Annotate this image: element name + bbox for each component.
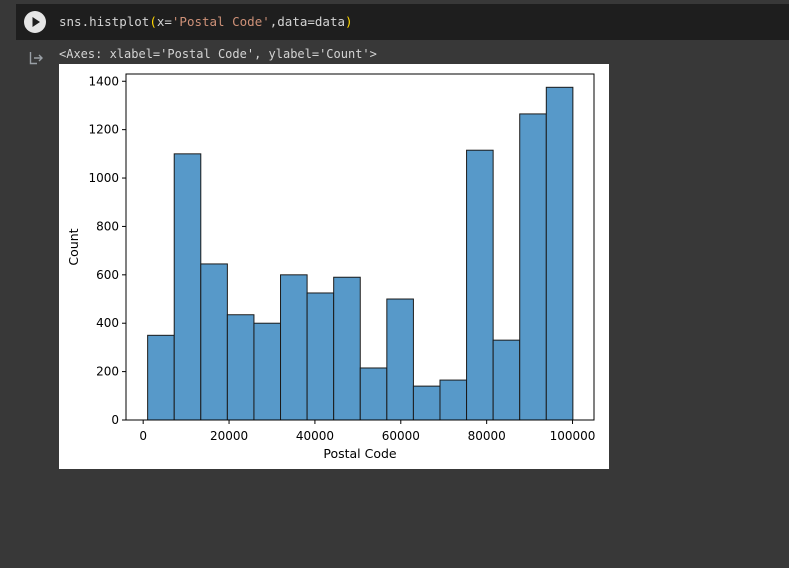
x-axis-label: Postal Code xyxy=(323,446,397,461)
y-tick-label: 600 xyxy=(96,268,119,282)
histogram-bar xyxy=(386,298,414,421)
code-open-paren: ( xyxy=(149,14,157,29)
run-cell-button[interactable] xyxy=(24,11,46,33)
play-icon xyxy=(32,17,40,27)
code-close-paren: ) xyxy=(345,14,353,29)
x-tick-label: 20000 xyxy=(210,429,248,443)
histogram-bar xyxy=(333,276,361,421)
y-tick-label: 1400 xyxy=(88,74,119,88)
histogram-bar xyxy=(226,314,255,421)
y-tick-label: 200 xyxy=(96,365,119,379)
axes-frame xyxy=(125,73,595,421)
x-tick-label: 0 xyxy=(139,429,147,443)
y-axis-label: Count xyxy=(66,228,81,265)
code-arg-prefix: x= xyxy=(156,14,172,29)
histogram-bar xyxy=(280,274,308,421)
histogram-bar xyxy=(439,379,468,421)
y-tick-label: 400 xyxy=(96,316,119,330)
histogram-bar xyxy=(200,263,228,421)
histogram-bars xyxy=(147,86,574,421)
histogram-bar xyxy=(147,334,175,421)
histogram-bar xyxy=(519,113,547,421)
histogram-bar xyxy=(173,153,202,421)
x-tick-label: 40000 xyxy=(296,429,334,443)
histogram-bar xyxy=(253,322,282,421)
code-cell[interactable]: sns.histplot(x='Postal Code',data=data) xyxy=(16,4,789,40)
histogram-bar xyxy=(545,86,574,421)
code-line[interactable]: sns.histplot(x='Postal Code',data=data) xyxy=(59,14,353,29)
histogram-bar xyxy=(466,149,494,421)
histogram-bar xyxy=(306,292,335,421)
histogram-bar xyxy=(412,385,441,421)
code-string: 'Postal Code' xyxy=(171,14,270,29)
code-arg-suffix: ,data=data xyxy=(269,14,346,29)
y-axis-ticks: 0 200 400 600 800 1000 1200 1400 xyxy=(88,74,126,427)
output-arrow-icon[interactable] xyxy=(29,51,45,65)
output-text: <Axes: xlabel='Postal Code', ylabel='Cou… xyxy=(59,47,377,61)
y-tick-label: 1000 xyxy=(88,171,119,185)
y-tick-label: 0 xyxy=(111,413,119,427)
histogram-figure: 0 200 400 600 800 1000 1200 1400 0 20000 40000 600… xyxy=(59,64,609,469)
x-tick-label: 80000 xyxy=(468,429,506,443)
histogram-bar xyxy=(492,339,521,421)
y-tick-label: 800 xyxy=(96,219,119,233)
x-axis-ticks: 0 20000 40000 60000 80000 100000 xyxy=(139,420,595,443)
x-tick-label: 60000 xyxy=(382,429,420,443)
code-function: sns.histplot xyxy=(59,14,150,29)
histogram-chart: 0 200 400 600 800 1000 1200 1400 0 20000 40000 600… xyxy=(66,73,595,461)
x-tick-label: 100000 xyxy=(550,429,596,443)
histogram-bar xyxy=(359,367,388,421)
y-tick-label: 1200 xyxy=(88,123,119,137)
